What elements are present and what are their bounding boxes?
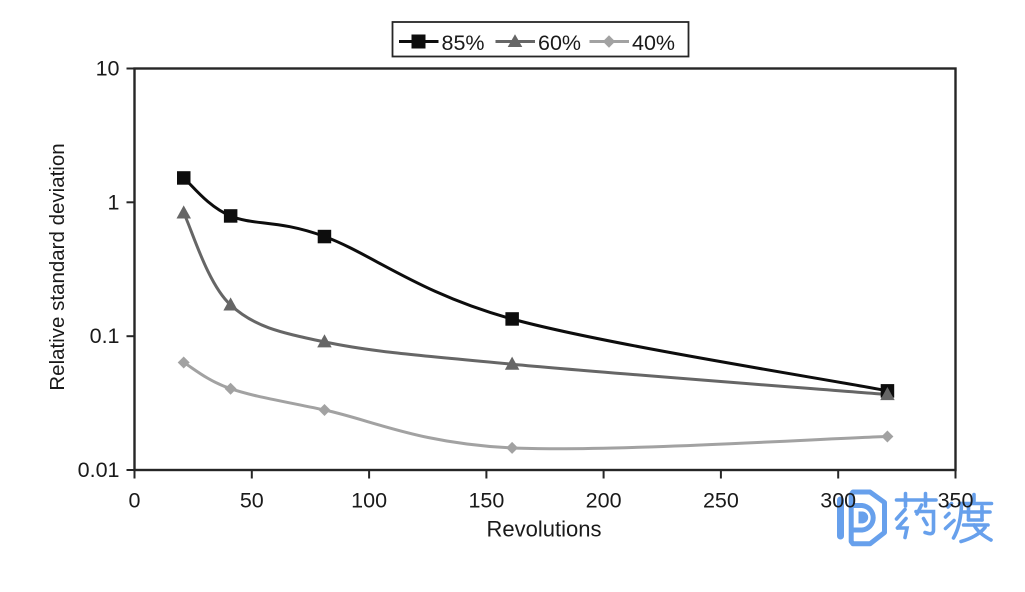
svg-text:1: 1 [108, 190, 120, 214]
svg-text:200: 200 [586, 489, 622, 513]
svg-text:0.1: 0.1 [90, 324, 120, 348]
svg-text:0: 0 [129, 489, 141, 513]
svg-text:100: 100 [351, 489, 387, 513]
svg-text:Relative standard deviation: Relative standard deviation [46, 143, 69, 390]
svg-text:40%: 40% [632, 31, 675, 55]
svg-text:60%: 60% [538, 31, 581, 55]
svg-text:0.01: 0.01 [78, 458, 120, 482]
svg-text:50: 50 [240, 489, 264, 513]
svg-text:10: 10 [96, 57, 120, 81]
svg-text:85%: 85% [442, 31, 485, 55]
svg-text:350: 350 [938, 489, 974, 513]
svg-text:150: 150 [468, 489, 504, 513]
svg-text:250: 250 [703, 489, 739, 513]
svg-text:300: 300 [820, 489, 856, 513]
svg-text:Revolutions: Revolutions [487, 517, 602, 542]
